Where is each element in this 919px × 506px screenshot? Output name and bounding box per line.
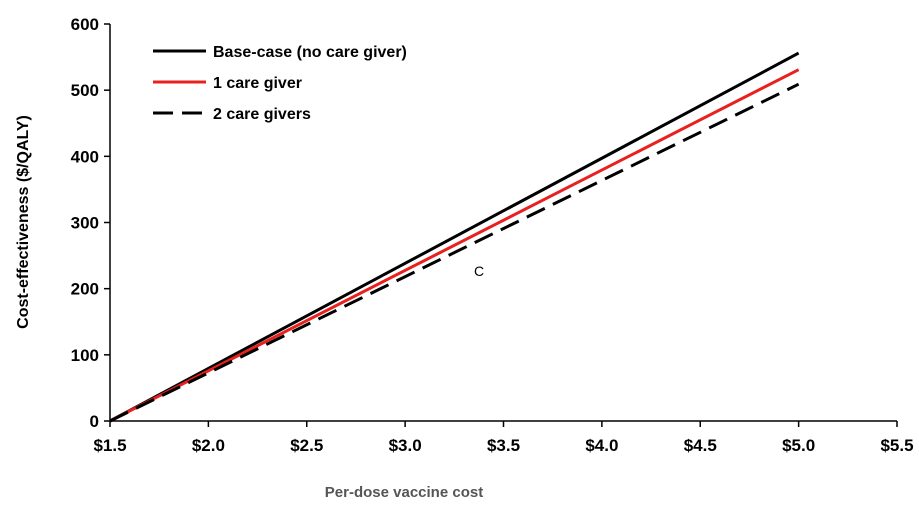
x-axis-label: Per-dose vaccine cost: [325, 484, 483, 501]
legend: Base-case (no care giver) 1 care giver 2 c…: [153, 44, 407, 123]
chart-annotation: C: [474, 263, 484, 279]
legend-label-3: 2 care givers: [213, 106, 311, 123]
series-line-1: [109, 51, 800, 423]
x-tick-label: $1.5: [93, 436, 126, 455]
x-tick-label: $3.5: [487, 436, 520, 455]
series-lines: [109, 51, 800, 423]
x-tick-label: $2.5: [290, 436, 323, 455]
legend-label-2: 1 care giver: [213, 75, 302, 92]
y-tick-label: 400: [71, 147, 99, 166]
x-tick-label: $5.0: [782, 436, 815, 455]
legend-label-1: Base-case (no care giver): [213, 44, 407, 61]
axes: 0 100 200 300 400 500 600 $1.5 $2.0 $2.5 $3.0 $3.5 $…: [71, 15, 914, 455]
y-tick-label: 600: [71, 15, 99, 34]
series-line-2: [109, 68, 800, 423]
y-tick-label: 0: [90, 412, 99, 431]
y-tick-label: 500: [71, 81, 99, 100]
x-tick-label: $5.5: [880, 436, 913, 455]
series-line-3: [109, 82, 800, 423]
y-tick-label: 200: [71, 280, 99, 299]
x-tick-label: $3.0: [389, 436, 422, 455]
x-tick-label: $4.5: [684, 436, 717, 455]
y-axis-label: Cost-effectiveness ($/QALY): [15, 115, 32, 329]
y-tick-label: 300: [71, 214, 99, 233]
x-tick-label: $2.0: [192, 436, 225, 455]
y-tick-label: 100: [71, 346, 99, 365]
x-tick-label: $4.0: [585, 436, 618, 455]
